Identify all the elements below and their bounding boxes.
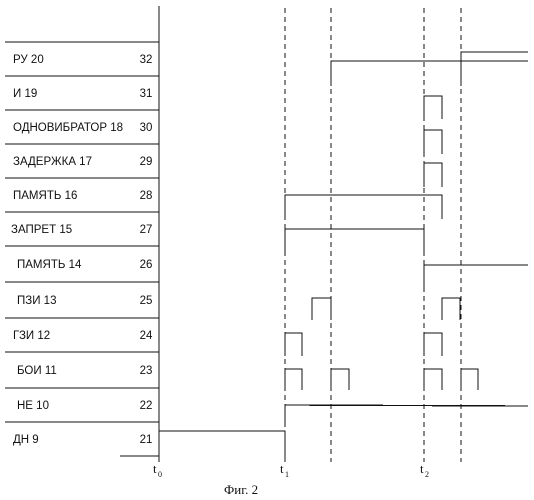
waveform [285, 229, 424, 253]
signal-label: БОИ 11 [17, 365, 57, 377]
time-guides [285, 8, 461, 462]
waveforms [159, 52, 528, 458]
waveform [424, 163, 442, 187]
signal-label: ГЗИ 12 [13, 330, 50, 342]
signal-labels: РУ 20 32 И 19 31 ОДНОВИБРАТОР 18 30 ЗАДЕРЖКА 1… [11, 54, 153, 446]
waveform [424, 130, 442, 154]
signal-number: 27 [140, 224, 153, 236]
signal-label: ЗАДЕРЖКА 17 [13, 156, 92, 168]
waveform [461, 52, 528, 86]
figure-caption: Фиг. 2 [224, 482, 258, 497]
signal-number: 29 [140, 156, 153, 168]
signal-label: ОДНОВИБРАТОР 18 [13, 122, 123, 134]
time-marks: t0t1t2 [153, 461, 429, 479]
waveform [285, 195, 442, 219]
signal-label: И 19 [13, 88, 37, 100]
signal-label: ПАМЯТЬ 14 [17, 259, 82, 271]
signal-label: ПАМЯТЬ 16 [13, 190, 77, 202]
signal-label: НЕ 10 [17, 400, 49, 412]
signal-number: 23 [140, 365, 153, 377]
waveform [312, 298, 460, 320]
signal-number: 30 [140, 122, 153, 134]
time-mark: t [280, 461, 284, 476]
signal-number: 32 [140, 54, 153, 66]
time-mark: t [153, 461, 157, 476]
signal-number: 21 [140, 434, 153, 446]
signal-label: РУ 20 [13, 54, 44, 66]
waveform [424, 265, 528, 289]
waveform [424, 96, 442, 119]
signal-number: 24 [140, 330, 153, 342]
signal-number: 26 [140, 259, 153, 271]
waveform [285, 333, 442, 356]
time-mark-subscript: 2 [425, 470, 429, 479]
signal-number: 25 [140, 295, 153, 307]
time-mark-subscript: 1 [285, 470, 289, 479]
waveform [159, 431, 285, 458]
time-mark: t [420, 461, 424, 476]
waveform [285, 405, 528, 424]
signal-number: 22 [140, 400, 153, 412]
signal-number: 28 [140, 190, 153, 202]
signal-label: ЗАПРЕТ 15 [11, 224, 72, 236]
waveform [285, 369, 478, 390]
signal-number: 31 [140, 88, 153, 100]
signal-label: ДН 9 [13, 434, 39, 446]
signal-label: ПЗИ 13 [17, 295, 56, 307]
waveform [331, 61, 528, 86]
time-mark-subscript: 0 [158, 470, 162, 479]
